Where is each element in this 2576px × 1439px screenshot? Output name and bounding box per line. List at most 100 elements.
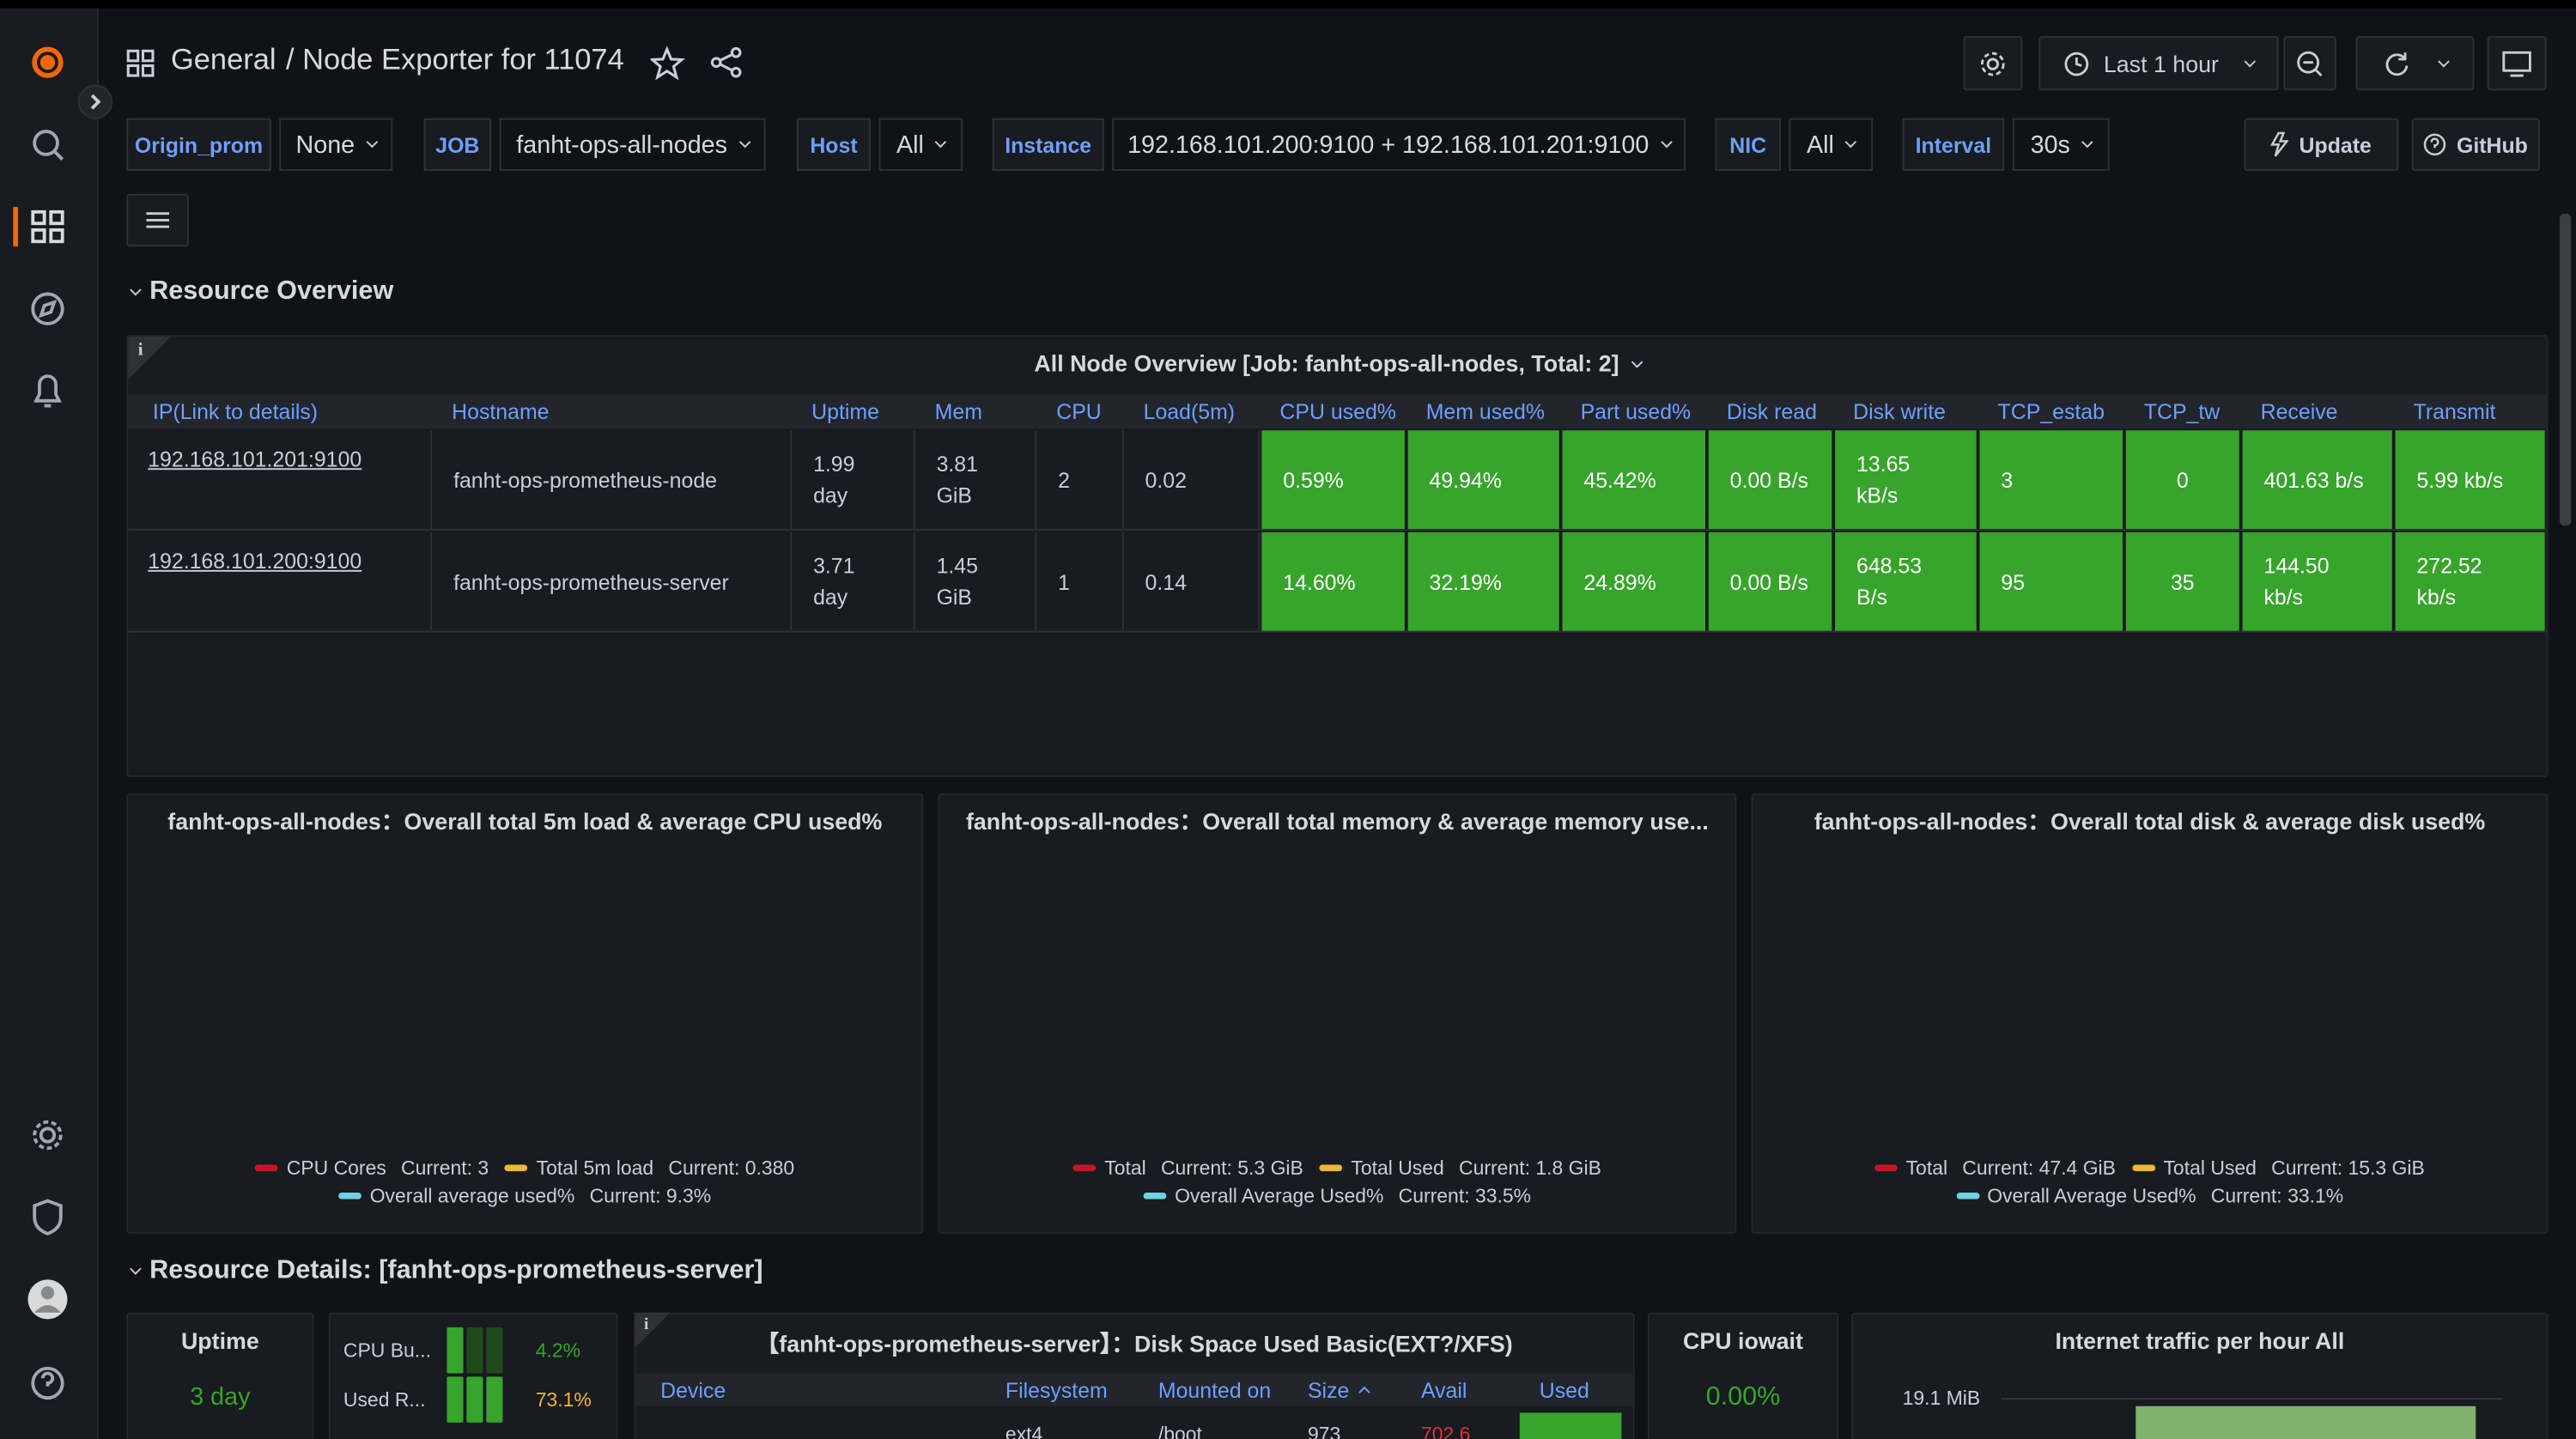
row-menu-button[interactable]	[126, 193, 190, 246]
legend-item[interactable]: Overall average used% Current: 9.3%	[338, 1184, 711, 1207]
gauge-cell	[486, 1376, 503, 1423]
refresh-icon	[2385, 52, 2408, 76]
avatar[interactable]	[27, 1279, 68, 1320]
cell-text: 0	[2176, 467, 2189, 493]
search-icon[interactable]	[33, 130, 64, 161]
column-header[interactable]: Device	[660, 1378, 726, 1403]
table-cell: 2	[1036, 430, 1124, 530]
table-header-bg	[635, 1373, 1633, 1406]
star-icon[interactable]	[650, 46, 685, 81]
legend-item[interactable]: Total Used Current: 1.8 GiB	[1319, 1157, 1601, 1180]
legend-swatch	[1319, 1164, 1343, 1172]
variable-label: NIC	[1715, 118, 1781, 171]
column-header[interactable]: CPU	[1056, 398, 1102, 424]
time-picker[interactable]: Last 1 hour	[2038, 36, 2279, 91]
legend-item[interactable]: Overall Average Used% Current: 33.1%	[1955, 1184, 2343, 1208]
legend-name: Overall Average Used%	[1987, 1184, 2196, 1208]
stat-value: 3 day	[190, 1382, 251, 1412]
variable-label: Instance	[992, 118, 1104, 171]
settings-button[interactable]	[1963, 36, 2023, 91]
variable-value: None	[295, 131, 355, 159]
row-header[interactable]: Resource Details: [fanht-ops-prometheus-…	[130, 1257, 763, 1286]
variable-dropdown[interactable]: fanht-ops-all-nodes	[499, 118, 766, 171]
bolt-icon	[2271, 131, 2290, 157]
variable-dropdown[interactable]: All	[1789, 118, 1874, 171]
cell-text: fanht-ops-prometheus-server	[453, 568, 729, 594]
zoom-out-button[interactable]	[2283, 36, 2336, 91]
column-header[interactable]: Uptime	[811, 398, 879, 424]
column-header[interactable]: Used	[1539, 1378, 1589, 1403]
chevron-icon	[738, 136, 750, 149]
column-header[interactable]: Load(5m)	[1143, 398, 1236, 424]
legend-item[interactable]: Overall Average Used% Current: 33.5%	[1143, 1184, 1531, 1207]
column-header[interactable]: Hostname	[452, 398, 550, 424]
gear-icon	[1980, 51, 2005, 76]
link-text[interactable]: Update	[2299, 132, 2372, 157]
explore-icon[interactable]	[31, 292, 64, 325]
refresh-button[interactable]	[2355, 36, 2475, 91]
status-cell: 401.63 b/s	[2242, 430, 2392, 530]
link-text[interactable]: GitHub	[2456, 132, 2528, 157]
column-header[interactable]: Receive	[2260, 398, 2338, 424]
share-icon[interactable]	[710, 46, 742, 78]
legend-item[interactable]: Total 5m load Current: 0.380	[505, 1157, 794, 1180]
tv-mode-button[interactable]	[2487, 36, 2547, 91]
variable-dropdown[interactable]: 30s	[2012, 118, 2110, 171]
cell-text: 0.59%	[1283, 467, 1344, 493]
cell-text: 1.99 day	[813, 452, 855, 508]
legend-item[interactable]: Total Current: 47.4 GiB	[1874, 1157, 2116, 1180]
legend-current: Current: 9.3%	[589, 1184, 712, 1208]
row-header[interactable]: Resource Overview	[130, 277, 393, 307]
variable-dropdown[interactable]: All	[878, 118, 963, 171]
column-header[interactable]: Disk read	[1726, 398, 1817, 424]
column-header[interactable]: TCP_estab	[1997, 398, 2105, 424]
help-icon[interactable]	[31, 1366, 64, 1400]
chevron-icon	[366, 136, 378, 149]
dashboards-icon[interactable]	[31, 209, 64, 244]
breadcrumb-folder[interactable]: General	[170, 42, 276, 76]
gauge-cell	[486, 1327, 503, 1374]
cell-text: 32.19%	[1429, 568, 1502, 594]
variable-dropdown[interactable]: None	[279, 118, 393, 171]
info-corner	[128, 337, 171, 379]
column-header[interactable]: TCP_tw	[2143, 398, 2221, 424]
node-link[interactable]: 192.168.101.200:9100	[148, 549, 362, 574]
variable-dropdown[interactable]: 192.168.101.200:9100 + 192.168.101.201:9…	[1112, 118, 1686, 171]
info-icon: i	[644, 1315, 649, 1334]
shield-icon[interactable]	[33, 1199, 63, 1236]
variable-value: 30s	[2030, 131, 2070, 159]
collapse-icon	[130, 1263, 142, 1275]
legend-item[interactable]: CPU Cores Current: 3	[255, 1157, 489, 1180]
column-header[interactable]: Disk write	[1853, 398, 1946, 424]
column-header[interactable]: CPU used%	[1279, 398, 1396, 424]
column-header[interactable]: Mem	[934, 398, 982, 424]
stat-panel	[1648, 1312, 1838, 1439]
config-icon[interactable]	[33, 1120, 63, 1151]
column-header[interactable]: Part used%	[1580, 398, 1692, 424]
legend: Total Current: 5.3 GiB Total Used Current: …	[955, 1157, 1721, 1207]
cell-text: 272.52 kb/s	[2416, 553, 2482, 610]
column-header[interactable]: Avail	[1420, 1378, 1467, 1403]
grid-line	[2001, 1398, 2502, 1400]
column-header[interactable]: Filesystem	[1005, 1378, 1108, 1403]
table-cell: /boot	[1157, 1422, 1202, 1439]
dashboard-link[interactable]: GitHub	[2411, 118, 2540, 171]
sidebar-expand[interactable]	[77, 84, 113, 119]
grafana-logo[interactable]	[32, 46, 64, 78]
column-header[interactable]: Mounted on	[1157, 1378, 1272, 1403]
chevron-icon	[1845, 136, 1857, 149]
node-link[interactable]: 192.168.101.201:9100	[148, 446, 362, 472]
column-header[interactable]: IP(Link to details)	[152, 398, 319, 424]
column-header[interactable]: Size	[1307, 1378, 1350, 1403]
legend-item[interactable]: Total Used Current: 15.3 GiB	[2132, 1157, 2425, 1180]
status-cell: 35	[2125, 531, 2239, 631]
legend-item[interactable]: Total Current: 5.3 GiB	[1072, 1157, 1303, 1180]
column-header[interactable]: Mem used%	[1425, 398, 1545, 424]
chart-panel	[1751, 793, 2549, 1234]
dashboard-link[interactable]: Update	[2244, 118, 2399, 171]
panel-title: Internet traffic per hour All	[2055, 1327, 2345, 1354]
column-header[interactable]: Transmit	[2413, 398, 2496, 424]
table-header-bg	[128, 394, 2547, 429]
alerting-icon[interactable]	[33, 374, 62, 408]
